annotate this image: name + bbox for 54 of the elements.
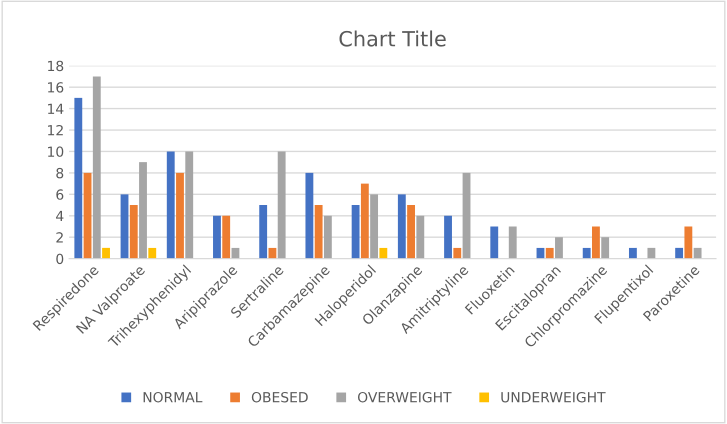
y-tick-label: 4 xyxy=(56,210,64,222)
legend-label: OBESED xyxy=(252,392,308,402)
bar xyxy=(74,98,82,259)
legend-label: UNDERWEIGHT xyxy=(501,392,606,402)
bar xyxy=(628,248,637,259)
bar xyxy=(232,248,240,259)
bar xyxy=(185,151,194,259)
bar xyxy=(102,248,110,259)
legend-label: NORMAL xyxy=(144,392,202,402)
bar xyxy=(268,248,276,259)
bar xyxy=(352,205,360,259)
y-tick-label: 2 xyxy=(56,232,63,242)
bar xyxy=(222,216,230,259)
bar xyxy=(508,226,517,259)
bar xyxy=(490,226,498,259)
bar xyxy=(398,194,406,259)
bar xyxy=(305,172,314,259)
y-tick-label: 18 xyxy=(48,60,64,72)
bar xyxy=(647,248,656,259)
y-tick-label: 6 xyxy=(56,189,64,200)
bar xyxy=(84,172,92,259)
bar xyxy=(694,248,702,259)
bar xyxy=(166,151,175,259)
bar xyxy=(444,216,452,259)
bar xyxy=(324,216,332,259)
bar xyxy=(684,226,692,259)
bar xyxy=(278,151,286,259)
bar xyxy=(536,248,544,259)
bar xyxy=(314,205,323,259)
bar xyxy=(176,172,184,259)
bar xyxy=(592,226,600,259)
bar xyxy=(555,237,563,259)
bar xyxy=(407,205,415,259)
y-tick-label: 14 xyxy=(48,104,64,114)
bar xyxy=(92,76,101,259)
bar xyxy=(675,248,684,259)
chart-title: Chart Title xyxy=(339,30,446,47)
bar xyxy=(416,216,424,259)
y-tick-label: 16 xyxy=(48,82,64,93)
bar xyxy=(601,237,610,259)
bar xyxy=(360,184,369,259)
y-tick-label: 12 xyxy=(48,124,63,136)
bar xyxy=(139,162,147,259)
y-tick-label: 8 xyxy=(56,168,64,178)
bar xyxy=(213,216,221,259)
bar xyxy=(462,172,470,259)
y-tick-label: 0 xyxy=(56,254,64,264)
bar xyxy=(130,205,138,259)
bar xyxy=(379,248,388,259)
legend-label: OVERWEIGHT xyxy=(358,392,452,402)
y-tick-label: 10 xyxy=(48,146,64,157)
bar xyxy=(370,194,378,259)
bar xyxy=(120,194,128,259)
bar xyxy=(259,205,268,259)
